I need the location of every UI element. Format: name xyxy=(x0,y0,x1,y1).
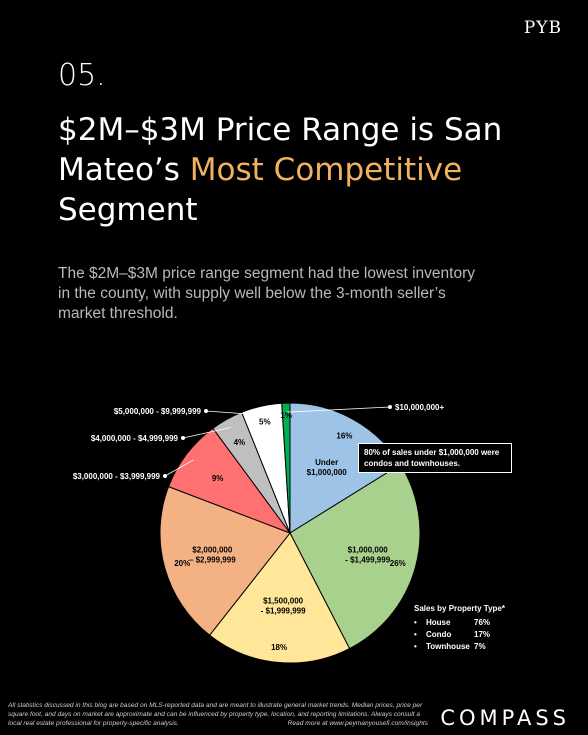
legend-item: • Condo 17% xyxy=(414,629,505,641)
legend-pct: 7% xyxy=(474,642,486,651)
legend-name: Townhouse xyxy=(426,642,470,651)
section-number: 05. xyxy=(58,58,106,93)
legend-title: Sales by Property Type* xyxy=(414,604,505,613)
category-label-1-000-000-1-499-999: $1,000,000- $1,499,999 xyxy=(345,546,390,565)
legend-pct: 17% xyxy=(474,630,491,639)
title-part2: Segment xyxy=(58,192,198,228)
legend-bullet: • xyxy=(414,642,417,651)
callout-box: 80% of sales under $1,000,000 were condo… xyxy=(358,443,512,473)
pie-slice-1-000-000-1-499-999 xyxy=(289,463,421,650)
outside-label-3-000-000-3-999-999: $3,000,000 - $3,999,999 xyxy=(73,472,161,481)
leader-dot-4-000-000-4-999-999 xyxy=(181,436,185,440)
category-label-under-1-000-000: Under $1,000,000 xyxy=(307,458,348,477)
pie-slice-2-000-000-2-999-999 xyxy=(159,485,291,636)
leader-dot-3-000-000-3-999-999 xyxy=(163,474,167,478)
page-subtitle: The $2M–$3M price range segment had the … xyxy=(58,265,476,322)
pct-label-under-1-000-000: 16% xyxy=(336,431,352,440)
pct-label-2-000-000-2-999-999: 20% xyxy=(174,559,190,568)
title-part1: $2M–$3M Price Range is San Mateo’s xyxy=(58,112,503,188)
leader-line-3-000-000-3-999-999 xyxy=(164,459,194,477)
brand-mark: PYB xyxy=(523,18,562,38)
pct-label-5-000-000-9-999-999: 5% xyxy=(259,417,271,426)
leader-dot-5-000-000-9-999-999 xyxy=(204,409,208,413)
pie-slice-10-000-000 xyxy=(281,402,291,534)
outside-label-4-000-000-4-999-999: $4,000,000 - $4,999,999 xyxy=(91,434,179,443)
legend-item: • House 76% xyxy=(414,617,505,629)
legend-item: • Townhouse 7% xyxy=(414,641,505,653)
pie-labels: 16% Under $1,000,000 26%$1,000,000- $1,499,… xyxy=(73,403,445,652)
pie-slice-1-500-000-1-999-999 xyxy=(208,532,351,664)
category-label-1-500-000-1-999-999: $1,500,000- $1,999,999 xyxy=(261,597,306,616)
title-accent: Most Competitive xyxy=(189,152,463,188)
footer-disclaimer: All statistics discussed in this blog ar… xyxy=(8,701,428,728)
leader-line-4-000-000-4-999-999 xyxy=(182,427,232,439)
legend-pct: 76% xyxy=(474,618,491,627)
outside-label-10-000-000: $10,000,000+ xyxy=(395,403,444,412)
pct-label-1-000-000-1-499-999: 26% xyxy=(390,559,406,568)
property-type-legend: Sales by Property Type* • House 76% • Condo… xyxy=(414,603,505,653)
leader-dot-10-000-000 xyxy=(388,405,392,409)
legend-bullet: • xyxy=(414,630,417,639)
leader-line-10-000-000 xyxy=(286,406,391,413)
legend-bullet: • xyxy=(414,618,417,627)
compass-logo: COMPASS xyxy=(440,706,570,730)
pie-chart: 16% Under $1,000,000 26%$1,000,000- $1,499,… xyxy=(73,402,445,664)
pct-label-4-000-000-4-999-999: 4% xyxy=(234,438,246,447)
pct-label-10-000-000: 1% xyxy=(280,411,292,420)
pie-slices xyxy=(159,402,421,664)
category-label-2-000-000-2-999-999: $2,000,000– $2,999,999 xyxy=(189,546,236,565)
legend-name: Condo xyxy=(426,630,452,639)
outside-label-5-000-000-9-999-999: $5,000,000 - $9,999,999 xyxy=(114,407,202,416)
leader-lines xyxy=(163,405,392,478)
disclaimer-text: All statistics discussed in this blog ar… xyxy=(8,702,423,727)
page-title: $2M–$3M Price Range is San Mateo’s Most … xyxy=(58,110,558,230)
read-more-link[interactable]: Read more at www.peymanyousefi.com/insig… xyxy=(287,720,428,727)
leader-line-5-000-000-9-999-999 xyxy=(205,410,264,416)
pct-label-3-000-000-3-999-999: 9% xyxy=(212,474,224,483)
legend-name: House xyxy=(426,618,451,627)
pct-label-1-500-000-1-999-999: 18% xyxy=(271,643,287,652)
